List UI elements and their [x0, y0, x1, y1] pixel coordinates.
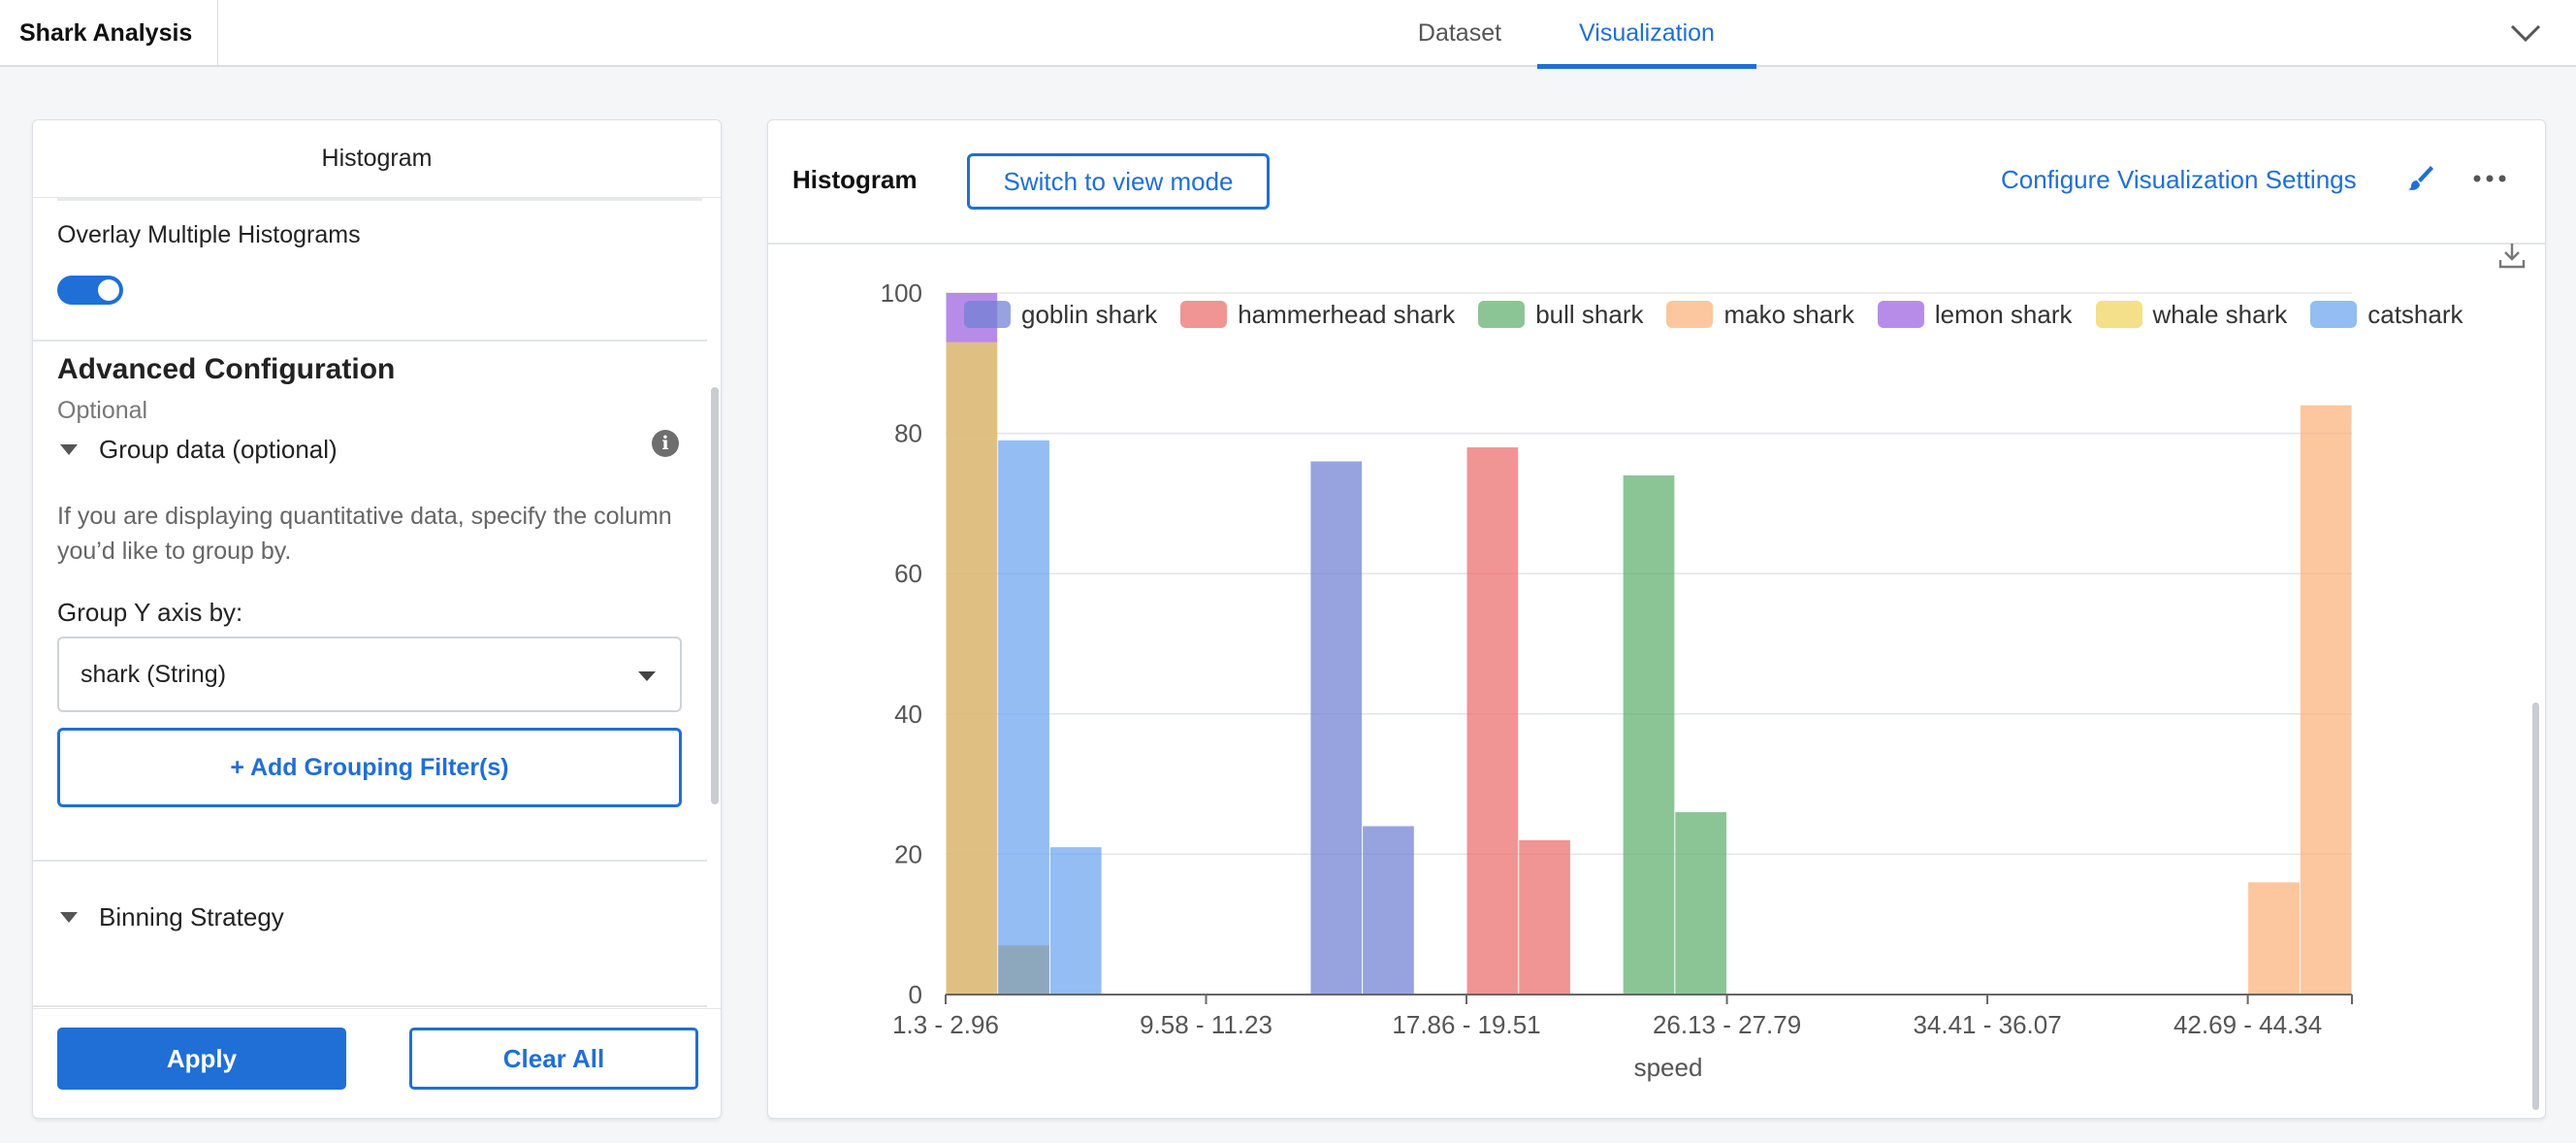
histogram-bar[interactable]	[1363, 826, 1414, 995]
x-tick-label: 9.58 - 11.23	[1140, 1010, 1272, 1039]
legend-item[interactable]: goblin shark	[964, 300, 1157, 330]
tab-dataset[interactable]: Dataset	[1417, 19, 1502, 47]
histogram-bar[interactable]	[2300, 405, 2352, 995]
tab-visualization[interactable]: Visualization	[1537, 0, 1756, 69]
x-tick-label: 26.13 - 27.79	[1653, 1010, 1801, 1039]
advanced-config-subtitle: Optional	[57, 397, 148, 424]
histogram-bar[interactable]	[1466, 447, 1519, 995]
legend-item[interactable]: catshark	[2310, 300, 2463, 330]
legend-swatch	[1478, 301, 1526, 328]
y-tick-label: 60	[894, 559, 922, 588]
top-bar: Shark Analysis Dataset Visualization	[0, 0, 2576, 69]
histogram-bar[interactable]	[998, 440, 1049, 995]
group-data-description: If you are displaying quantitative data,…	[57, 503, 672, 565]
toggle-knob	[98, 279, 119, 301]
legend-label: mako shark	[1723, 299, 1854, 329]
histogram-bars	[946, 293, 2352, 995]
x-axis-label: speed	[1634, 1053, 1703, 1082]
y-tick-label: 80	[894, 419, 922, 448]
legend-label: lemon shark	[1934, 299, 2073, 329]
overlay-toggle[interactable]	[57, 276, 123, 305]
histogram-bar[interactable]	[1519, 839, 1570, 995]
config-scroll-area: Overlay Multiple Histograms Advanced Con…	[33, 198, 721, 1008]
chevron-down-icon	[638, 671, 656, 681]
more-icon[interactable]	[2470, 169, 2509, 188]
legend-label: catshark	[2367, 299, 2463, 329]
config-panel: Histogram Overlay Multiple Histograms Ad…	[32, 119, 722, 1119]
legend-swatch	[1180, 301, 1228, 328]
x-tick-label: 42.69 - 44.34	[2174, 1010, 2322, 1039]
legend-label: goblin shark	[1021, 299, 1158, 329]
scrollbar[interactable]	[2532, 702, 2539, 1110]
legend-label: bull shark	[1535, 299, 1644, 329]
y-tick-label: 100	[881, 278, 922, 308]
legend-label: hammerhead shark	[1238, 299, 1456, 329]
chevron-down-icon[interactable]	[2506, 14, 2545, 52]
config-panel-footer: Apply Clear All	[33, 1008, 721, 1118]
configure-visualization-link[interactable]: Configure Visualization Settings	[2001, 165, 2357, 194]
caret-down-icon[interactable]	[60, 912, 78, 923]
histogram-bar[interactable]	[1623, 474, 1675, 995]
divider	[33, 340, 707, 342]
info-icon[interactable]: i	[652, 430, 679, 457]
group-y-select-value: shark (String)	[80, 660, 227, 688]
legend-swatch	[1877, 301, 1924, 328]
y-tick-label: 20	[894, 839, 922, 868]
legend-swatch	[2310, 301, 2358, 328]
divider	[57, 198, 702, 201]
switch-to-view-mode-button[interactable]: Switch to view mode	[967, 153, 1270, 210]
clear-all-button[interactable]: Clear All	[409, 1028, 698, 1090]
download-icon[interactable]	[2497, 241, 2527, 270]
legend-label: whale shark	[2152, 299, 2288, 329]
legend-item[interactable]: bull shark	[1478, 300, 1643, 330]
apply-button[interactable]: Apply	[57, 1028, 346, 1090]
legend-swatch	[1666, 301, 1714, 328]
legend-item[interactable]: whale shark	[2095, 299, 2288, 330]
divider	[33, 1005, 707, 1007]
axes: 0 20 40 60 80 100 1.3 - 2.96 9.58 - 11.23 17.86 …	[881, 278, 2353, 1039]
group-data-section-title[interactable]: Group data (optional)	[99, 435, 338, 464]
histogram-bar[interactable]	[998, 945, 1049, 995]
visualization-header: Histogram Switch to view mode Configure …	[768, 120, 2545, 245]
x-tick-label: 34.41 - 36.07	[1913, 1010, 2061, 1039]
histogram-bar[interactable]	[1049, 847, 1102, 995]
legend-item[interactable]: mako shark	[1666, 299, 1854, 330]
legend-swatch	[964, 301, 1011, 328]
visualization-title: Histogram	[792, 165, 918, 194]
y-tick-label: 0	[909, 980, 922, 1009]
config-panel-header: Histogram	[33, 120, 721, 198]
histogram-bar[interactable]	[1675, 812, 1727, 995]
histogram-bar[interactable]	[2248, 882, 2300, 995]
paintbrush-icon[interactable]	[2406, 163, 2435, 192]
overlay-label: Overlay Multiple Histograms	[57, 221, 361, 248]
group-y-label: Group Y axis by:	[57, 598, 243, 627]
histogram-bar[interactable]	[946, 342, 998, 995]
y-tick-label: 40	[894, 700, 922, 729]
visualization-panel: Histogram Switch to view mode Configure …	[767, 119, 2546, 1119]
divider	[33, 860, 707, 862]
chart-legend: goblin shark hammerhead shark bull shark ma…	[964, 295, 2487, 334]
legend-swatch	[2095, 301, 2142, 328]
legend-item[interactable]: hammerhead shark	[1180, 300, 1455, 330]
group-y-select[interactable]: shark (String)	[57, 637, 682, 712]
x-tick-label: 17.86 - 19.51	[1392, 1010, 1540, 1039]
legend-item[interactable]: lemon shark	[1877, 299, 2073, 330]
caret-down-icon[interactable]	[60, 444, 78, 455]
scrollbar[interactable]	[711, 387, 719, 804]
x-tick-label: 1.3 - 2.96	[892, 1010, 999, 1039]
add-grouping-filter-button[interactable]: + Add Grouping Filter(s)	[57, 728, 682, 807]
app-title: Shark Analysis	[0, 0, 218, 67]
histogram-bar[interactable]	[1310, 461, 1363, 995]
advanced-config-title: Advanced Configuration	[57, 353, 396, 385]
histogram-chart: 0 20 40 60 80 100 1.3 - 2.96 9.58 - 11.23 17.86 …	[881, 278, 2353, 1082]
binning-strategy-title[interactable]: Binning Strategy	[99, 902, 284, 931]
